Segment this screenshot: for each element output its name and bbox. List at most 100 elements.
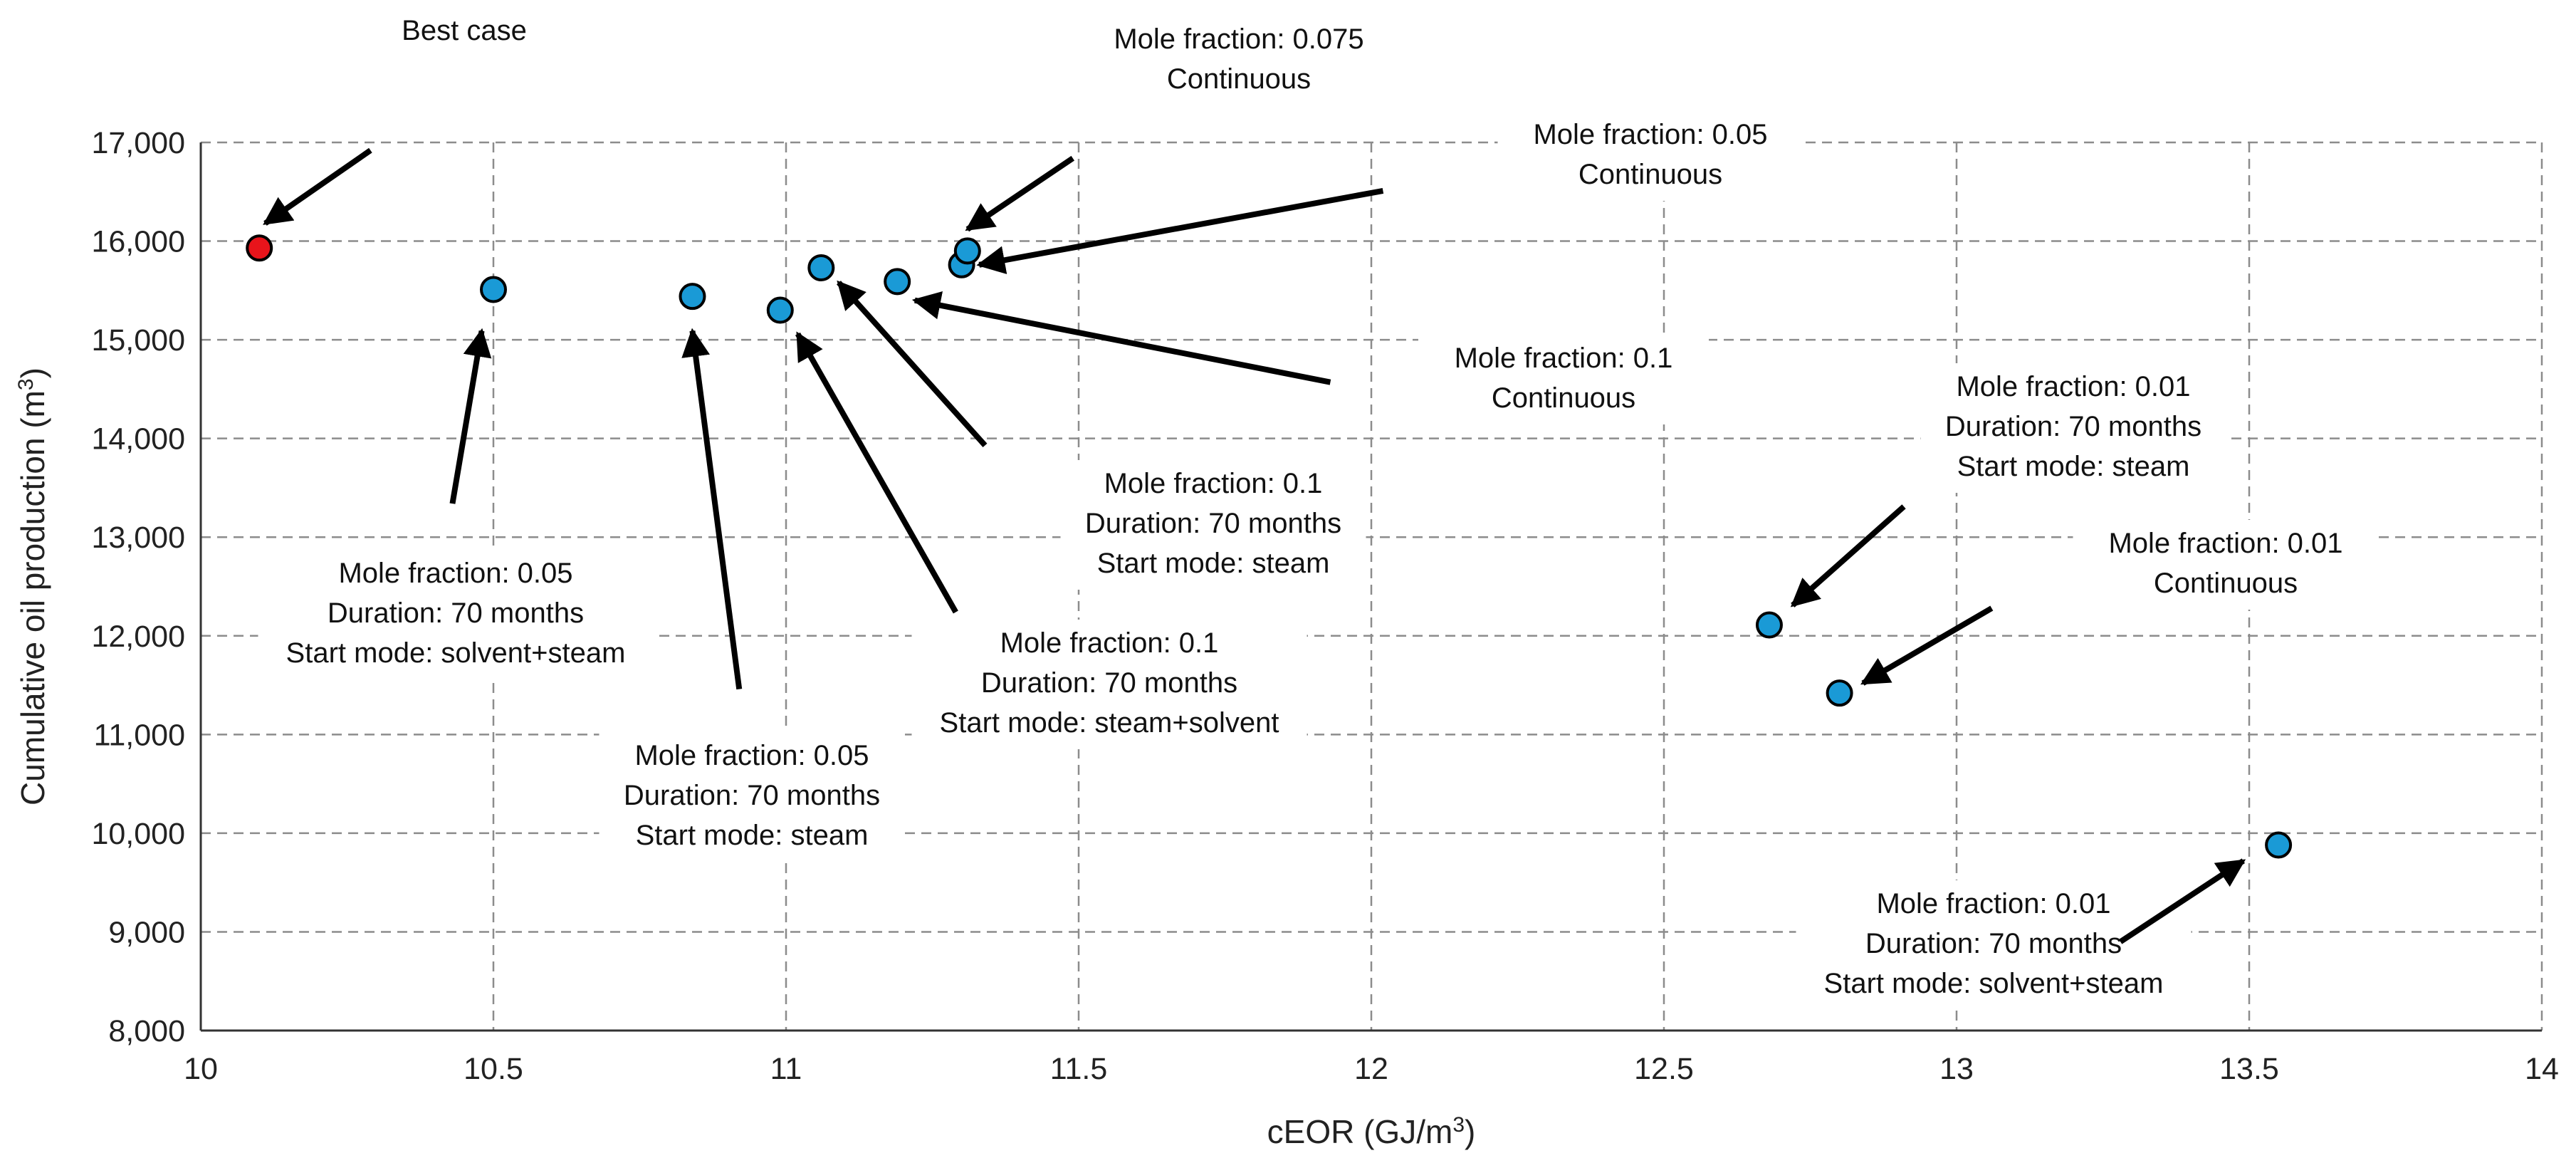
- annotation-label-line: Start mode: steam: [1097, 548, 1330, 579]
- annotation-label-line: Duration: 70 months: [1945, 411, 2201, 442]
- annotation-label: Mole fraction: 0.01 Duration: 70 months St…: [1824, 888, 2164, 999]
- data-point: [679, 283, 706, 311]
- x-tick-label: 12: [1354, 1052, 1388, 1086]
- y-tick-label: 11,000: [94, 718, 185, 752]
- annotation-label-line: Mole fraction: 0.075: [1114, 24, 1363, 55]
- annotation-label-line: Mole fraction: 0.05: [1533, 119, 1767, 150]
- y-axis-title: Cumulative oil production (m3): [14, 367, 52, 805]
- annotation-label-line: Continuous: [1167, 63, 1311, 95]
- annotation-arrow: [976, 187, 1384, 274]
- x-tick-label: 14: [2525, 1052, 2559, 1086]
- annotation-arrow: [837, 280, 988, 448]
- annotation-arrow: [911, 291, 1331, 385]
- annotation-label: Mole fraction: 0.05 Duration: 70 months St…: [624, 740, 880, 851]
- data-point: [766, 296, 794, 324]
- annotation-label-line: Duration: 70 months: [624, 780, 880, 811]
- annotation-label-line: Mole fraction: 0.1: [1000, 627, 1219, 659]
- data-point: [953, 237, 981, 265]
- annotation-label-background: [1060, 460, 1366, 590]
- annotation-label: Mole fraction: 0.05 Duration: 70 months St…: [286, 558, 626, 669]
- annotation-label: Mole fraction: 0.05 Continuous: [1533, 119, 1767, 190]
- x-tick-label: 10: [184, 1052, 218, 1086]
- x-tick-label: 12.5: [1634, 1052, 1694, 1086]
- annotation-arrow: [795, 331, 958, 614]
- annotation-label-line: Duration: 70 months: [1085, 508, 1341, 539]
- data-point: [807, 254, 835, 281]
- x-tick-label: 11: [770, 1052, 802, 1086]
- annotation-label: Mole fraction: 0.1 Continuous: [1455, 343, 1673, 414]
- annotation-label-background: [1497, 111, 1803, 201]
- annotation-label-line: Start mode: steam+solvent: [940, 707, 1279, 739]
- annotation-label-line: Continuous: [2154, 568, 2298, 599]
- y-tick-label: 9,000: [108, 915, 185, 949]
- data-point: [1826, 679, 1853, 707]
- y-tick-label: 8,000: [108, 1014, 185, 1048]
- annotation-label-line: Duration: 70 months: [1865, 928, 2122, 959]
- annotation-arrow: [1860, 605, 1994, 686]
- annotation-arrow: [965, 155, 1075, 232]
- annotation-label: Mole fraction: 0.01 Continuous: [2108, 528, 2342, 599]
- annotation-label-background: [1920, 363, 2226, 493]
- annotation-label: Mole fraction: 0.075 Continuous: [1114, 24, 1363, 95]
- y-tick-label: 15,000: [91, 323, 185, 358]
- annotation-label-background: [1796, 880, 2192, 1010]
- annotation-arrow: [263, 147, 372, 226]
- label-backgrounds: [258, 7, 2379, 1010]
- data-point: [884, 268, 911, 296]
- annotation-arrow: [681, 328, 743, 690]
- annotation-label: Best case: [402, 15, 527, 46]
- data-points: [246, 234, 2293, 859]
- annotation-label-background: [392, 7, 536, 57]
- annotation-label-line: Start mode: steam: [636, 820, 869, 851]
- annotation-label-background: [2073, 520, 2379, 610]
- y-tick-label: 17,000: [91, 126, 185, 160]
- annotation-label: Mole fraction: 0.1 Duration: 70 months Sta…: [1085, 468, 1341, 579]
- annotation-label-background: [911, 620, 1307, 749]
- x-axis-title: cEOR (GJ/m3): [1267, 1113, 1476, 1151]
- axes-layer: 10 10.5 11 11.5 12 12.5 13 13.5 14 8,000 9,000 10,0…: [91, 126, 2558, 1086]
- data-point: [480, 276, 507, 303]
- annotation-label-line: Start mode: solvent+steam: [1824, 968, 2164, 999]
- annotation-arrow: [1790, 504, 1906, 607]
- x-tick-label: 10.5: [464, 1052, 523, 1086]
- annotation-label-line: Mole fraction: 0.01: [1876, 888, 2110, 919]
- annotation-label-background: [599, 732, 905, 862]
- annotation-label-line: Duration: 70 months: [328, 598, 584, 629]
- annotation-arrows: [263, 147, 2246, 944]
- annotation-labels: Best case Mole fraction: 0.075 ContinuousM…: [286, 15, 2343, 999]
- annotation-label-line: Continuous: [1578, 159, 1722, 190]
- annotation-arrow: [449, 328, 492, 504]
- annotation-label-line: Mole fraction: 0.1: [1104, 468, 1323, 499]
- annotation-label: Mole fraction: 0.1 Duration: 70 months Sta…: [940, 627, 1279, 739]
- annotation-label-background: [1079, 16, 1399, 105]
- x-tick-label: 11.5: [1050, 1052, 1108, 1086]
- annotation-label-line: Mole fraction: 0.1: [1455, 343, 1673, 374]
- annotation-label-line: Start mode: steam: [1957, 451, 2190, 482]
- y-tick-label: 14,000: [91, 422, 185, 457]
- y-tick-label: 16,000: [91, 225, 185, 259]
- best-case-point: [246, 234, 273, 262]
- data-point: [2265, 831, 2293, 859]
- y-tick-label: 13,000: [91, 521, 185, 555]
- x-axis-title-superscript: 3: [1452, 1113, 1465, 1137]
- annotation-label-line: Mole fraction: 0.01: [2108, 528, 2342, 559]
- y-tick-label: 12,000: [91, 620, 185, 654]
- data-point: [1755, 611, 1783, 639]
- annotation-label-line: Start mode: solvent+steam: [286, 637, 626, 669]
- annotation-label-line: Duration: 70 months: [981, 667, 1237, 699]
- annotation-label-line: Mole fraction: 0.05: [338, 558, 572, 589]
- y-tick-label: 10,000: [91, 817, 185, 851]
- annotation-label-background: [258, 550, 654, 679]
- annotation-label-line: Mole fraction: 0.01: [1956, 371, 2190, 402]
- annotation-label-line: Mole fraction: 0.05: [634, 740, 869, 771]
- y-axis-title-superscript: 3: [14, 378, 38, 390]
- annotation-label-line: Continuous: [1492, 382, 1635, 414]
- annotation-label-background: [1418, 335, 1709, 424]
- x-tick-label: 13: [1939, 1052, 1974, 1086]
- x-tick-label: 13.5: [2219, 1052, 2279, 1086]
- annotation-arrow: [2118, 858, 2246, 944]
- annotation-label-line: Best case: [402, 15, 527, 46]
- annotation-label: Mole fraction: 0.01 Duration: 70 months St…: [1945, 371, 2201, 482]
